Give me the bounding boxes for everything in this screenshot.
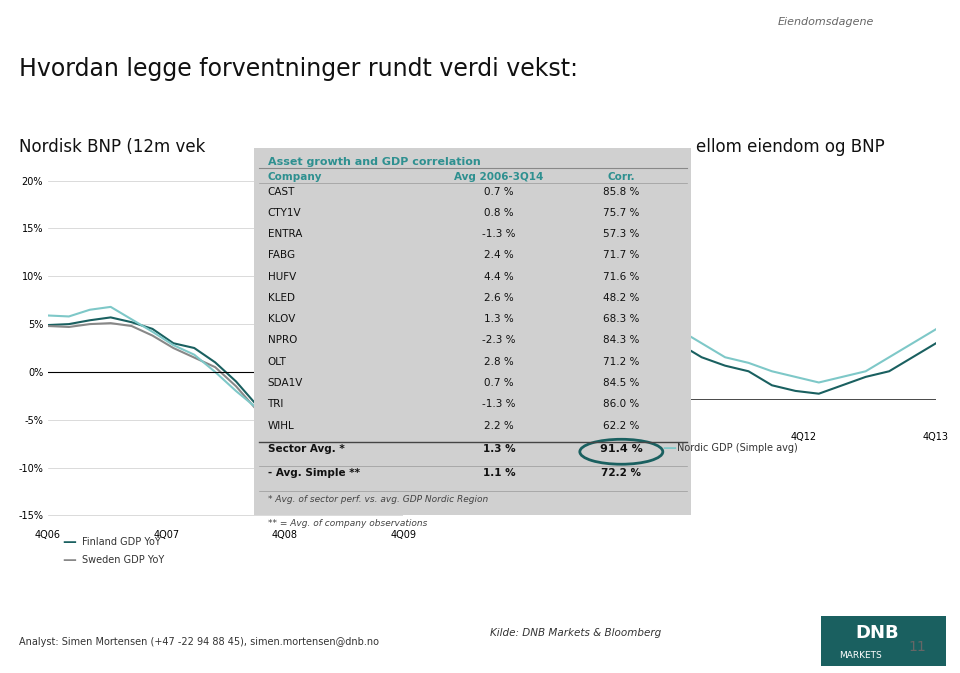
- Text: 71.7 %: 71.7 %: [603, 250, 639, 260]
- Text: 71.2 %: 71.2 %: [603, 357, 639, 367]
- Text: 1.1 %: 1.1 %: [483, 468, 516, 479]
- Text: FABG: FABG: [268, 250, 295, 260]
- Text: 4.4 %: 4.4 %: [484, 272, 514, 282]
- Text: WIHL: WIHL: [268, 421, 295, 431]
- Text: 75.7 %: 75.7 %: [603, 208, 639, 218]
- Text: 62.2 %: 62.2 %: [603, 421, 639, 431]
- Text: 57.3 %: 57.3 %: [603, 229, 639, 239]
- Text: 0.8 %: 0.8 %: [484, 208, 514, 218]
- Text: Company: Company: [268, 172, 322, 182]
- Text: —: —: [62, 535, 76, 548]
- Text: Avg 2006-3Q14: Avg 2006-3Q14: [454, 172, 543, 182]
- Text: 86.0 %: 86.0 %: [603, 399, 639, 409]
- Text: 2.2 %: 2.2 %: [484, 421, 514, 431]
- Text: * Avg. of sector perf. vs. avg. GDP Nordic Region: * Avg. of sector perf. vs. avg. GDP Nord…: [268, 495, 488, 503]
- Text: ellom eiendom og BNP: ellom eiendom og BNP: [696, 138, 885, 156]
- Text: Kilde: DNB Markets & Bloomberg: Kilde: DNB Markets & Bloomberg: [491, 628, 661, 638]
- Text: 2.6 %: 2.6 %: [484, 293, 514, 303]
- Text: 68.3 %: 68.3 %: [603, 314, 639, 324]
- Text: 1.3 %: 1.3 %: [483, 444, 516, 454]
- Text: —: —: [62, 553, 76, 567]
- Text: Asset growth and GDP correlation: Asset growth and GDP correlation: [268, 157, 480, 167]
- Text: KLED: KLED: [268, 293, 295, 303]
- Text: Hvordan legge forventninger rundt verdi vekst:: Hvordan legge forventninger rundt verdi …: [19, 57, 578, 81]
- Text: 71.6 %: 71.6 %: [603, 272, 639, 282]
- Text: 2.8 %: 2.8 %: [484, 357, 514, 367]
- Text: OLT: OLT: [268, 357, 286, 367]
- Text: Sweden GDP YoY: Sweden GDP YoY: [82, 555, 164, 565]
- Text: TRI: TRI: [268, 399, 284, 409]
- Text: Analyst: Simen Mortensen (+47 -22 94 88 45), simen.mortensen@dnb.no: Analyst: Simen Mortensen (+47 -22 94 88 …: [19, 637, 379, 647]
- Text: 85.8 %: 85.8 %: [603, 186, 639, 197]
- Text: —: —: [662, 441, 676, 454]
- Text: 84.3 %: 84.3 %: [603, 335, 639, 345]
- Text: 11: 11: [909, 641, 926, 654]
- Text: HUFV: HUFV: [268, 272, 296, 282]
- Text: 91.4 %: 91.4 %: [600, 444, 642, 454]
- Text: SDA1V: SDA1V: [268, 378, 302, 388]
- Text: Nordic GDP (Simple avg): Nordic GDP (Simple avg): [677, 443, 798, 452]
- Text: Sector Avg. *: Sector Avg. *: [268, 444, 345, 454]
- Text: 72.2 %: 72.2 %: [601, 468, 641, 479]
- Text: -2.3 %: -2.3 %: [482, 335, 516, 345]
- Text: KLOV: KLOV: [268, 314, 295, 324]
- Text: 2.4 %: 2.4 %: [484, 250, 514, 260]
- Text: Nordisk BNP (12m vek: Nordisk BNP (12m vek: [19, 138, 205, 156]
- Text: Finland GDP YoY: Finland GDP YoY: [82, 537, 160, 546]
- Text: Corr.: Corr.: [608, 172, 636, 182]
- Text: NPRO: NPRO: [268, 335, 297, 345]
- Text: -1.3 %: -1.3 %: [482, 229, 516, 239]
- Text: -1.3 %: -1.3 %: [482, 399, 516, 409]
- Text: 0.7 %: 0.7 %: [484, 378, 514, 388]
- Text: 1.3 %: 1.3 %: [484, 314, 514, 324]
- Text: 0.7 %: 0.7 %: [484, 186, 514, 197]
- Text: MARKETS: MARKETS: [839, 651, 882, 660]
- Text: DNB: DNB: [855, 625, 900, 643]
- Text: 48.2 %: 48.2 %: [603, 293, 639, 303]
- Text: 84.5 %: 84.5 %: [603, 378, 639, 388]
- Text: CAST: CAST: [268, 186, 295, 197]
- Text: CTY1V: CTY1V: [268, 208, 301, 218]
- Text: ** = Avg. of company observations: ** = Avg. of company observations: [268, 518, 427, 528]
- Text: ENTRA: ENTRA: [268, 229, 301, 239]
- Text: Eiendomsdagene: Eiendomsdagene: [778, 17, 874, 27]
- Text: - Avg. Simple **: - Avg. Simple **: [268, 468, 359, 479]
